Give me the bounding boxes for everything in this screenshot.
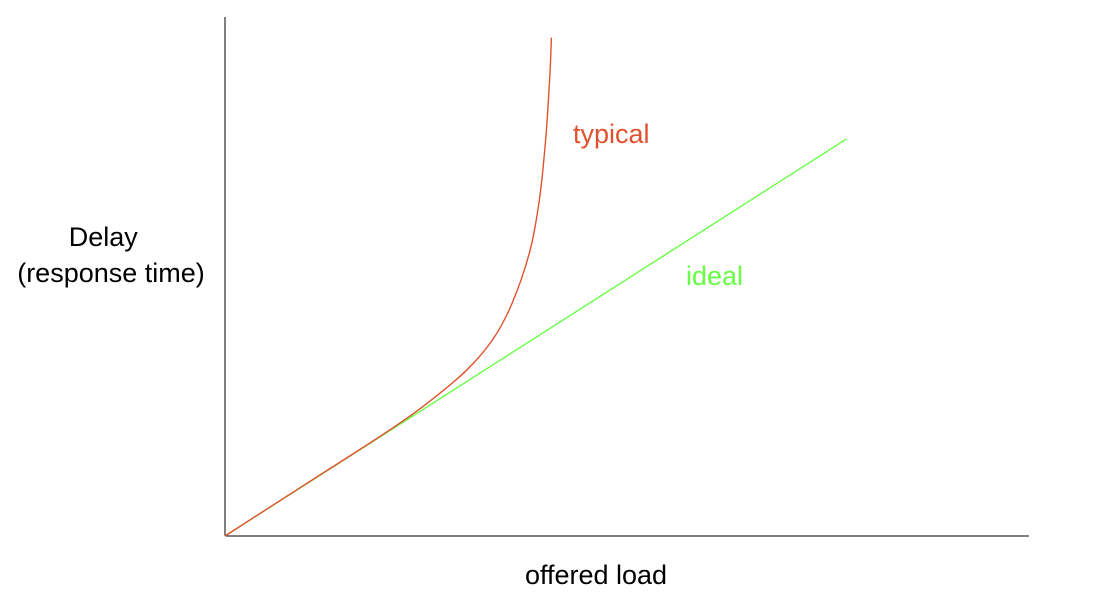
series-line-typical [224, 37, 553, 537]
y-axis-label-line-1: Delay [69, 222, 139, 252]
y-axis-label: Delay (response time) [17, 222, 205, 288]
series-label-typical: typical [573, 119, 650, 149]
series-layer [224, 37, 847, 537]
series-label-ideal: ideal [686, 261, 743, 291]
x-axis-label: offered load [525, 560, 667, 590]
label-layer: Delay (response time) offered load ideal… [17, 119, 743, 590]
axes [224, 17, 1029, 537]
y-axis-label-line-2: (response time) [17, 258, 205, 288]
